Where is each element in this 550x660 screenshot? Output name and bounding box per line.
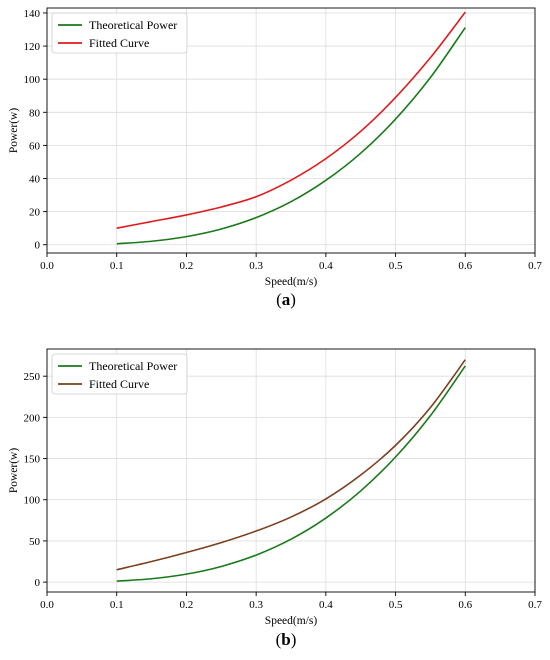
x-axis-label: Speed(m/s) — [265, 615, 318, 627]
x-tick-label: 0.3 — [249, 260, 263, 272]
x-tick-label: 0.7 — [528, 260, 542, 272]
series-line-fitted-curve — [116, 359, 466, 571]
x-tick-label: 0.3 — [249, 599, 263, 611]
x-tick-label: 0.0 — [40, 260, 54, 272]
y-tick-label: 250 — [24, 371, 41, 383]
x-tick-label: 0.7 — [528, 599, 542, 611]
x-tick-label: 0.0 — [40, 599, 54, 611]
panel-caption: (b) — [276, 630, 297, 649]
chart-panel-a: 0.0 0.1 0.2 0.3 0.4 0.5 0.6 0.7 0 20 40 60 80 100 120 1… — [8, 7, 542, 309]
y-tick-label: 20 — [29, 207, 41, 219]
y-tick-label: 0 — [35, 577, 41, 589]
y-axis-label: Power(w) — [8, 448, 20, 494]
y-axis-label: Power(w) — [8, 108, 20, 154]
y-tick-label: 200 — [24, 412, 41, 424]
y-tick-label: 0 — [35, 240, 41, 252]
x-tick-label: 0.6 — [458, 599, 472, 611]
plot-frame — [46, 348, 536, 593]
legend-box — [51, 12, 188, 54]
y-tick-label: 100 — [24, 74, 41, 86]
x-tick-label: 0.5 — [389, 599, 403, 611]
series-line-theoretical-power — [116, 365, 466, 582]
x-tick-label: 0.1 — [110, 599, 124, 611]
legend: Theoretical Power Fitted Curve — [51, 353, 188, 395]
legend-box — [51, 353, 188, 395]
x-tick-label: 0.1 — [110, 260, 124, 272]
x-tick-label: 0.4 — [319, 599, 333, 611]
x-axis-label: Speed(m/s) — [265, 276, 318, 288]
y-tick-label: 50 — [29, 536, 41, 548]
y-tick-label: 140 — [24, 8, 41, 20]
legend-entry: Theoretical Power — [89, 18, 177, 32]
y-tick-label: 60 — [29, 140, 41, 152]
legend-entry: Theoretical Power — [89, 359, 177, 373]
y-tick-label: 40 — [29, 174, 41, 186]
plot-frame — [46, 7, 536, 254]
panel-caption: (a) — [276, 290, 296, 309]
x-tick-label: 0.5 — [389, 260, 403, 272]
y-tick-label: 120 — [24, 41, 41, 53]
x-tick-label: 0.4 — [319, 260, 333, 272]
x-tick-label: 0.2 — [180, 599, 194, 611]
y-tick-label: 150 — [24, 454, 41, 466]
legend-entry: Fitted Curve — [89, 377, 149, 391]
legend: Theoretical Power Fitted Curve — [51, 12, 188, 54]
series-line-theoretical-power — [116, 27, 466, 245]
series-line-fitted-curve — [116, 11, 466, 229]
x-tick-label: 0.6 — [458, 260, 472, 272]
chart-panel-b: 0.0 0.1 0.2 0.3 0.4 0.5 0.6 0.7 0 50 100 150 200 250 S… — [8, 348, 542, 649]
x-tick-label: 0.2 — [180, 260, 194, 272]
y-tick-label: 80 — [29, 107, 41, 119]
y-tick-label: 100 — [24, 495, 41, 507]
legend-entry: Fitted Curve — [89, 36, 149, 50]
